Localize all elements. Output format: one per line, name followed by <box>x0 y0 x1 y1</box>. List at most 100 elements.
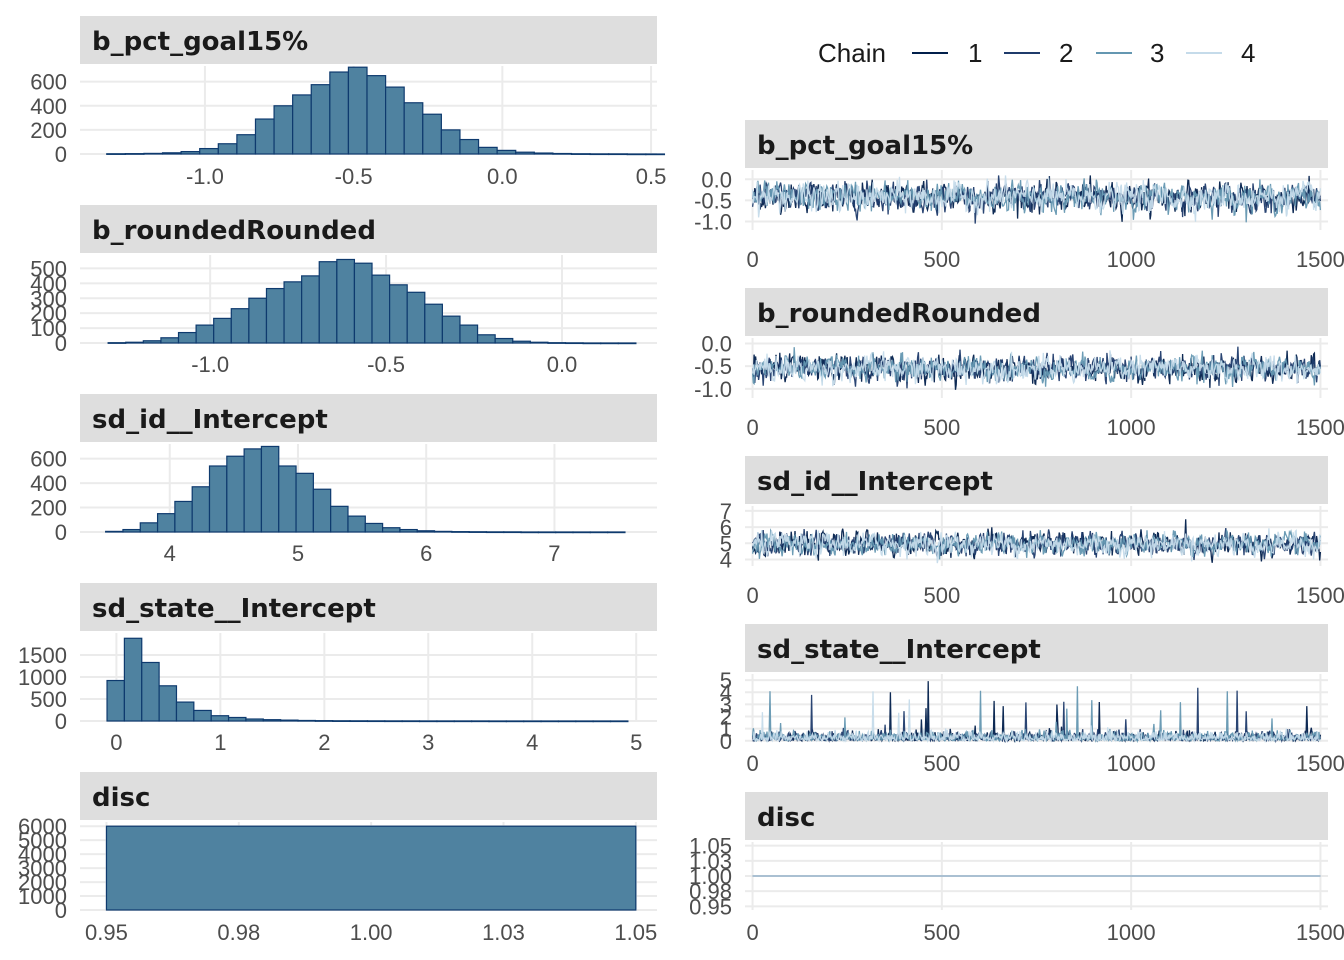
chain-4-trace <box>752 691 1321 744</box>
x-tick-label: 1500 <box>1296 751 1344 776</box>
histogram-bar <box>592 720 612 723</box>
y-tick-label: 500 <box>30 256 67 281</box>
histogram-bar <box>589 153 610 156</box>
histogram-bar <box>329 71 350 155</box>
histogram-bar <box>529 341 549 344</box>
histogram-bar <box>384 720 403 723</box>
histogram-bar <box>451 531 470 533</box>
y-tick-label: 4000 <box>18 842 67 867</box>
histogram-bar <box>441 315 461 344</box>
facet-strip <box>80 583 657 631</box>
histogram-bar <box>125 341 144 344</box>
histogram-bar <box>107 342 127 344</box>
histogram-bar <box>371 274 391 344</box>
histogram-bar <box>366 75 387 155</box>
histogram-bar <box>353 262 373 344</box>
y-tick-label: 5 <box>720 531 732 556</box>
histogram-bar <box>540 720 560 723</box>
histogram-bar <box>564 342 584 345</box>
chain-lines <box>751 346 1322 390</box>
facet-title: sd_id__Intercept <box>92 405 328 435</box>
chain-3-trace <box>751 347 1322 388</box>
histogram-bar <box>230 308 250 344</box>
histogram-bar <box>570 153 591 155</box>
histogram-bar <box>310 84 331 155</box>
x-tick-label: 0 <box>746 583 758 608</box>
histogram-bar <box>572 531 591 534</box>
histogram-bar <box>139 522 159 533</box>
legend-label-4: 4 <box>1241 38 1255 68</box>
y-tick-label: 6 <box>720 515 732 540</box>
histogram-bar <box>547 342 567 344</box>
histogram-bar <box>227 716 247 722</box>
facet-strip <box>745 288 1328 336</box>
histogram-bar <box>477 146 498 155</box>
histogram-bar <box>336 258 356 344</box>
x-tick-label: 0.5 <box>636 164 667 189</box>
x-tick-label: -0.5 <box>367 352 405 377</box>
y-tick-label: 100 <box>30 316 67 341</box>
histogram-bar <box>105 530 124 533</box>
chain-legend: Chain 1 2 3 4 <box>818 38 1255 68</box>
x-tick-label: 1.05 <box>614 920 657 945</box>
chain-3-trace <box>751 686 1321 744</box>
y-tick-label: 0 <box>720 729 732 754</box>
chain-lines <box>751 175 1322 224</box>
y-tick-label: 600 <box>30 70 67 95</box>
y-tick-label: 3000 <box>18 856 67 881</box>
histogram-bar <box>523 720 542 723</box>
x-tick-label: 500 <box>923 583 960 608</box>
histogram-bar <box>537 531 557 534</box>
x-tick-label: 1000 <box>1107 583 1156 608</box>
histogram-bar <box>617 342 637 345</box>
histogram-bar <box>424 303 443 344</box>
histogram-bar <box>273 105 294 155</box>
y-tick-label: 200 <box>30 496 67 521</box>
facet-title: sd_state__Intercept <box>757 635 1041 665</box>
y-tick-label: 0.0 <box>701 331 732 356</box>
histogram-bar <box>312 488 332 533</box>
histogram-bar <box>193 709 212 722</box>
y-tick-label: 1000 <box>18 665 67 690</box>
x-tick-label: 6 <box>420 541 432 566</box>
histogram-bar <box>245 718 264 722</box>
histogram-bar <box>468 531 488 533</box>
histogram-bar <box>213 317 232 344</box>
histogram-bar <box>174 500 193 533</box>
histogram-bar <box>520 531 539 534</box>
histogram-bar <box>476 334 496 344</box>
x-tick-label: 0.98 <box>217 920 260 945</box>
y-tick-label: 1.05 <box>689 834 732 859</box>
histogram-bar <box>494 337 514 344</box>
facet-title: b_roundedRounded <box>757 299 1041 329</box>
histogram-bar <box>156 513 176 533</box>
histogram-bar <box>122 528 141 533</box>
y-tick-label: 200 <box>30 301 67 326</box>
histogram-bar <box>295 472 314 533</box>
histogram-bar <box>141 661 160 722</box>
x-tick-label: -0.5 <box>335 164 373 189</box>
chain-3-trace <box>751 178 1322 223</box>
histogram-bar <box>106 153 126 155</box>
histogram-bar <box>401 720 421 723</box>
histogram-bar <box>124 153 145 155</box>
histogram-bar <box>422 113 442 155</box>
x-tick-label: 1000 <box>1107 247 1156 272</box>
x-tick-label: 2 <box>318 730 330 755</box>
histogram-bar <box>533 152 554 155</box>
histogram-bar <box>347 66 368 155</box>
histogram-bar <box>349 720 369 723</box>
x-tick-label: 0 <box>746 920 758 945</box>
y-tick-label: 0 <box>55 520 67 545</box>
histogram-bar <box>195 324 215 344</box>
y-tick-label: -1.0 <box>694 210 732 235</box>
y-tick-label: 4 <box>720 548 732 573</box>
facet-strip <box>80 394 657 442</box>
histogram-bar <box>332 720 351 722</box>
x-tick-label: 4 <box>164 541 176 566</box>
x-tick-label: 0 <box>746 247 758 272</box>
